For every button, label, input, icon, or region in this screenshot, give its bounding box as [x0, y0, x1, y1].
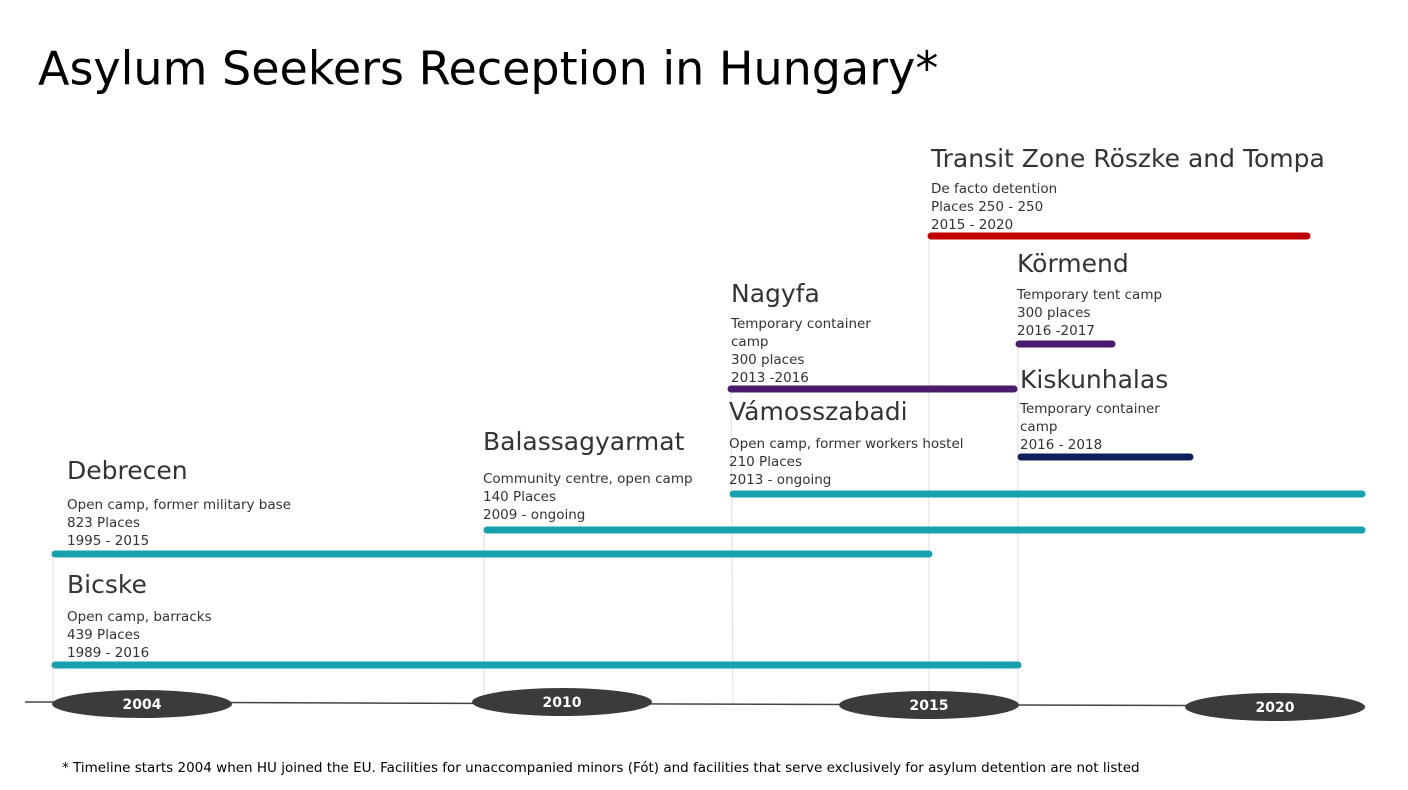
facility-name: Körmend — [1017, 249, 1129, 278]
facility-detail: 2009 - ongoing — [483, 507, 585, 523]
facility-detail: De facto detention — [931, 181, 1057, 197]
facility-detail: 2015 - 2020 — [931, 217, 1013, 233]
facility-name: Bicske — [67, 570, 147, 599]
facility-name: Transit Zone Röszke and Tompa — [930, 144, 1325, 173]
facility-name: Balassagyarmat — [483, 427, 685, 456]
facility-detail: 1989 - 2016 — [67, 645, 149, 661]
facility-name: Nagyfa — [731, 279, 820, 308]
year-label: 2010 — [543, 695, 582, 711]
facility-detail: 439 Places — [67, 627, 140, 643]
facility-detail: camp — [731, 334, 768, 350]
facility-detail: 300 places — [1017, 305, 1090, 321]
facility-detail: 2016 - 2018 — [1020, 437, 1102, 453]
footnote: * Timeline starts 2004 when HU joined th… — [62, 760, 1140, 776]
facility-name: Vámosszabadi — [729, 397, 908, 426]
year-marker — [472, 688, 652, 716]
facility-detail: camp — [1020, 419, 1057, 435]
timeline-axis — [24, 701, 1366, 707]
title: Asylum Seekers Reception in Hungary* — [38, 42, 938, 96]
year-label: 2015 — [910, 698, 949, 714]
facility-detail: Temporary tent camp — [1016, 287, 1162, 303]
facility-detail: 823 Places — [67, 515, 140, 531]
facility-name: Kiskunhalas — [1020, 365, 1168, 394]
facility-name: Debrecen — [67, 456, 188, 485]
facility-detail: Community centre, open camp — [483, 471, 693, 487]
facility-detail: Open camp, former military base — [67, 497, 291, 513]
facility-detail: 2016 -2017 — [1017, 323, 1095, 339]
facility-detail: 140 Places — [483, 489, 556, 505]
facility-detail: 300 places — [731, 352, 804, 368]
facility-detail: Places 250 - 250 — [931, 199, 1043, 215]
facility-detail: 2013 - ongoing — [729, 472, 831, 488]
facility-detail: 1995 - 2015 — [67, 533, 149, 549]
facility-detail: 210 Places — [729, 454, 802, 470]
year-marker — [839, 691, 1019, 719]
guides — [52, 236, 1019, 706]
facility-detail: 2013 -2016 — [731, 370, 809, 386]
year-marker — [52, 690, 232, 718]
facility-detail: Open camp, barracks — [67, 609, 212, 625]
guide-line — [730, 388, 734, 706]
facility-detail: Open camp, former workers hostel — [729, 436, 964, 452]
year-label: 2020 — [1256, 700, 1295, 716]
year-marker — [1185, 693, 1365, 721]
year-label: 2004 — [123, 697, 162, 713]
facility-detail: Temporary container — [730, 316, 871, 332]
facility-detail: Temporary container — [1019, 401, 1160, 417]
